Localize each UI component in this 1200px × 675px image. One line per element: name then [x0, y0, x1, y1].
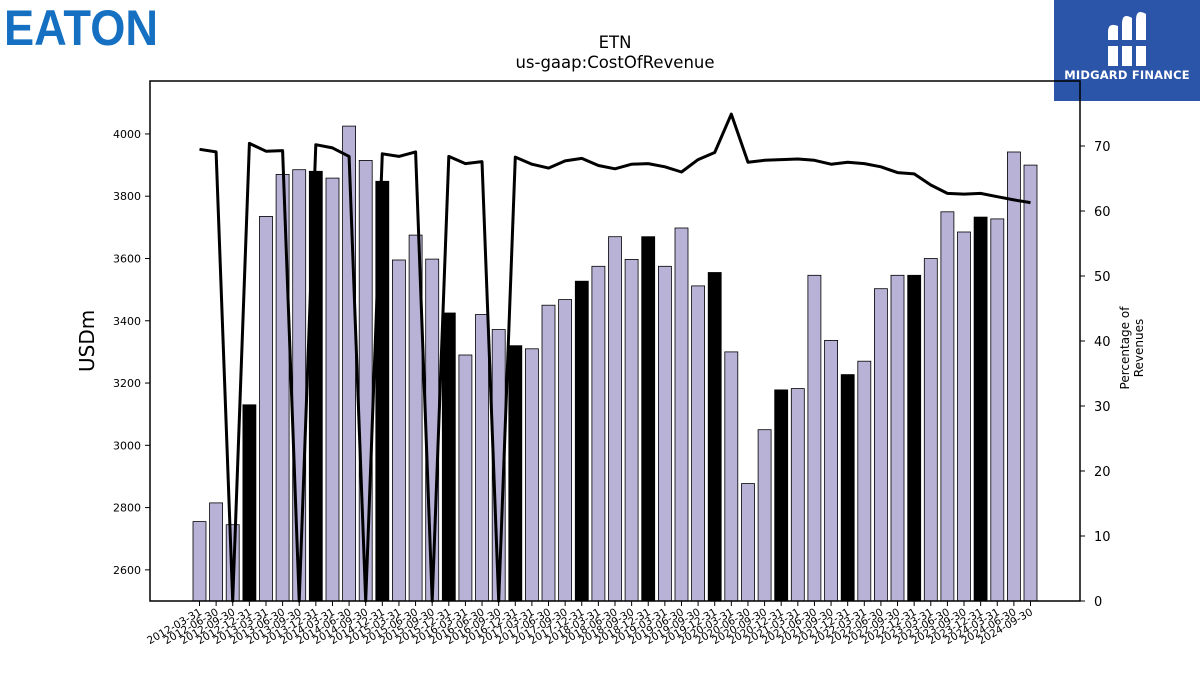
y-tick-label: 3400	[113, 315, 141, 328]
bar	[790, 388, 805, 602]
y-tick-label: 3000	[113, 439, 141, 452]
svg-text:EATON: EATON	[4, 4, 158, 48]
bar	[475, 314, 489, 602]
y-tick-label: 2800	[113, 502, 141, 515]
y2-tick-label: 0	[1094, 595, 1102, 610]
y2-tick-label: 10	[1094, 530, 1111, 545]
bar	[1007, 151, 1021, 602]
bar	[508, 345, 523, 602]
bar	[973, 216, 988, 602]
bar	[558, 299, 572, 602]
bar	[209, 502, 224, 602]
bar	[425, 258, 440, 602]
bar	[574, 280, 589, 602]
chart-subtitle: us-gaap:CostOfRevenue	[515, 53, 715, 72]
midgard-emblem-icon	[1108, 12, 1146, 66]
bar	[525, 348, 539, 602]
bar	[441, 312, 456, 602]
bar	[192, 521, 207, 602]
percentage-line	[199, 112, 1031, 603]
bar	[391, 259, 406, 602]
chart-title: ETN	[598, 33, 632, 52]
bar	[907, 274, 922, 602]
y-tick-label: 2600	[113, 564, 141, 577]
bar	[757, 429, 772, 602]
bar	[641, 236, 656, 602]
midgard-finance-text: MIDGARD FINANCE	[1064, 68, 1190, 82]
bar	[541, 304, 556, 602]
bar	[624, 258, 639, 602]
bar	[242, 404, 257, 602]
bar	[857, 360, 872, 602]
bar	[957, 231, 971, 602]
y2-tick-label: 20	[1094, 465, 1111, 480]
y2-tick-label: 50	[1094, 270, 1111, 285]
bar	[990, 218, 1005, 602]
bar	[840, 374, 855, 602]
bar	[741, 483, 755, 602]
bar	[658, 265, 672, 602]
y2-tick-label: 70	[1094, 140, 1111, 155]
midgard-finance-logo: MIDGARD FINANCE	[1054, 0, 1200, 101]
bar	[774, 389, 789, 602]
bar	[923, 258, 938, 602]
bar	[890, 274, 905, 602]
bar	[874, 288, 888, 602]
bar	[824, 339, 838, 602]
bar	[259, 215, 273, 602]
bar	[807, 274, 822, 602]
bar	[292, 169, 307, 602]
bar	[707, 272, 722, 602]
y-tick-label: 4000	[113, 128, 141, 141]
bar	[325, 177, 340, 602]
bar	[691, 285, 705, 602]
bar	[674, 227, 689, 602]
bar	[940, 211, 955, 602]
y2-tick-label: 40	[1094, 335, 1111, 350]
y2-tick-label: 60	[1094, 205, 1111, 220]
y-tick-label: 3800	[113, 190, 141, 203]
bar	[458, 354, 473, 602]
bar	[724, 351, 739, 602]
y-tick-label: 3200	[113, 377, 141, 390]
bar	[358, 159, 373, 602]
eaton-logo: EATON	[4, 4, 158, 48]
bar	[591, 265, 606, 602]
bar	[342, 125, 357, 602]
y-tick-label: 3600	[113, 252, 141, 265]
y2-tick-label: 30	[1094, 400, 1111, 415]
bar	[608, 236, 622, 602]
bar	[1023, 164, 1038, 602]
